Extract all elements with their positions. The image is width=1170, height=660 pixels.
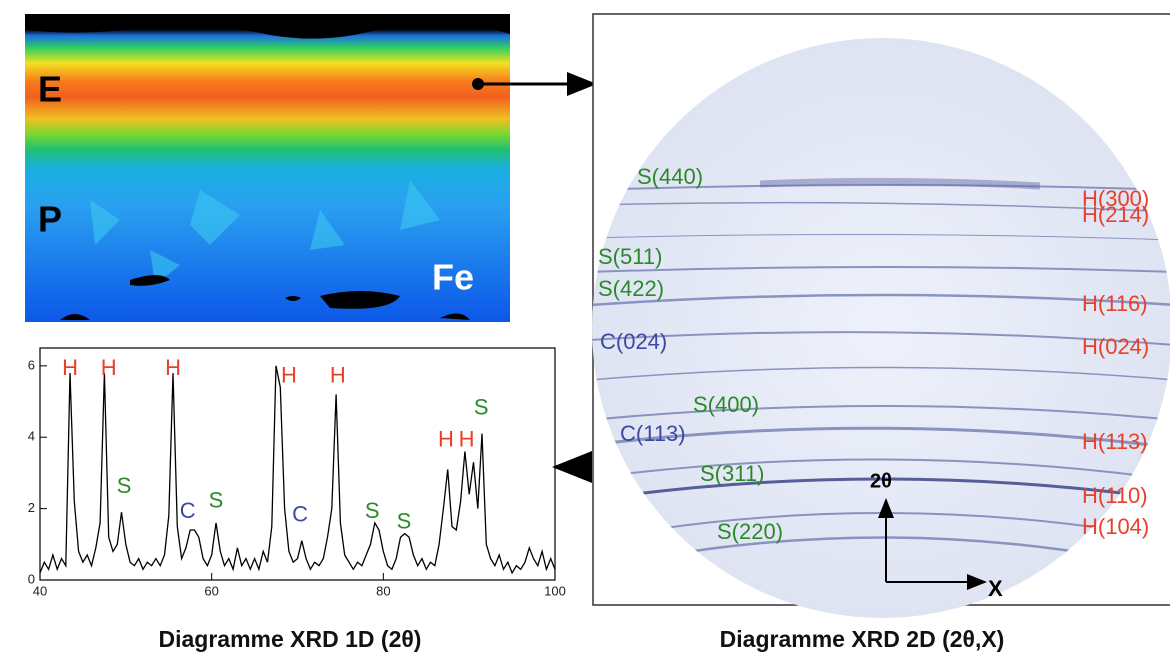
y-tick-label: 4 bbox=[28, 429, 35, 444]
peak-label: S bbox=[397, 509, 412, 534]
ring-label: H(300) bbox=[1082, 186, 1149, 211]
peak-label: C bbox=[292, 502, 308, 527]
peak-label: H bbox=[165, 355, 181, 380]
peak-label: H bbox=[438, 427, 454, 452]
ring-label: S(220) bbox=[717, 519, 783, 544]
x-tick-label: 40 bbox=[33, 583, 47, 598]
ring-label: H(116) bbox=[1082, 291, 1148, 316]
y-tick-label: 2 bbox=[28, 500, 35, 515]
xrd-line bbox=[39, 365, 556, 575]
peak-label: S bbox=[117, 473, 132, 498]
axis-label: 2θ bbox=[870, 470, 892, 492]
y-tick-label: 6 bbox=[28, 357, 35, 372]
peak-label: S bbox=[209, 487, 224, 512]
ring-label: C(113) bbox=[620, 421, 686, 446]
diffraction-title: Diagramme XRD 2D (2θ,X) bbox=[720, 626, 1005, 652]
peak-label: S bbox=[365, 498, 380, 523]
layer-label: Fe bbox=[432, 257, 474, 298]
peak-label: H bbox=[281, 362, 297, 387]
chart-title: Diagramme XRD 1D (2θ) bbox=[159, 626, 422, 652]
peak-label: H bbox=[459, 427, 475, 452]
ring-label: S(400) bbox=[693, 392, 759, 417]
ring-label: H(214) bbox=[1082, 202, 1149, 227]
x-tick-label: 80 bbox=[376, 583, 390, 598]
diffraction-image: S(440) S(511) S(422) C(024) S(400) C(113… bbox=[592, 13, 1170, 618]
peak-label: H bbox=[62, 355, 78, 380]
ring-label: S(511) bbox=[598, 244, 662, 269]
ring-label: H(110) bbox=[1082, 483, 1148, 508]
x-tick-label: 60 bbox=[204, 583, 218, 598]
peak-label: H bbox=[330, 362, 346, 387]
ring-label: H(104) bbox=[1082, 514, 1149, 539]
ring-label: C(024) bbox=[600, 329, 667, 354]
ring-label: H(113) bbox=[1082, 429, 1148, 454]
x-tick-label: 100 bbox=[544, 583, 566, 598]
peak-label: H bbox=[101, 355, 117, 380]
heatmap: E P Fe bbox=[25, 14, 510, 322]
ring-label: S(422) bbox=[598, 276, 664, 301]
axis-label: X bbox=[988, 576, 1003, 601]
peak-label: C bbox=[180, 498, 196, 523]
peak-label: S bbox=[474, 394, 489, 419]
ring-label: S(311) bbox=[700, 461, 764, 486]
layer-label: P bbox=[38, 199, 62, 240]
ring-label: S(440) bbox=[637, 164, 703, 189]
layer-label: E bbox=[38, 69, 62, 110]
ring-label: H(024) bbox=[1082, 334, 1149, 359]
y-tick-label: 0 bbox=[28, 571, 35, 586]
